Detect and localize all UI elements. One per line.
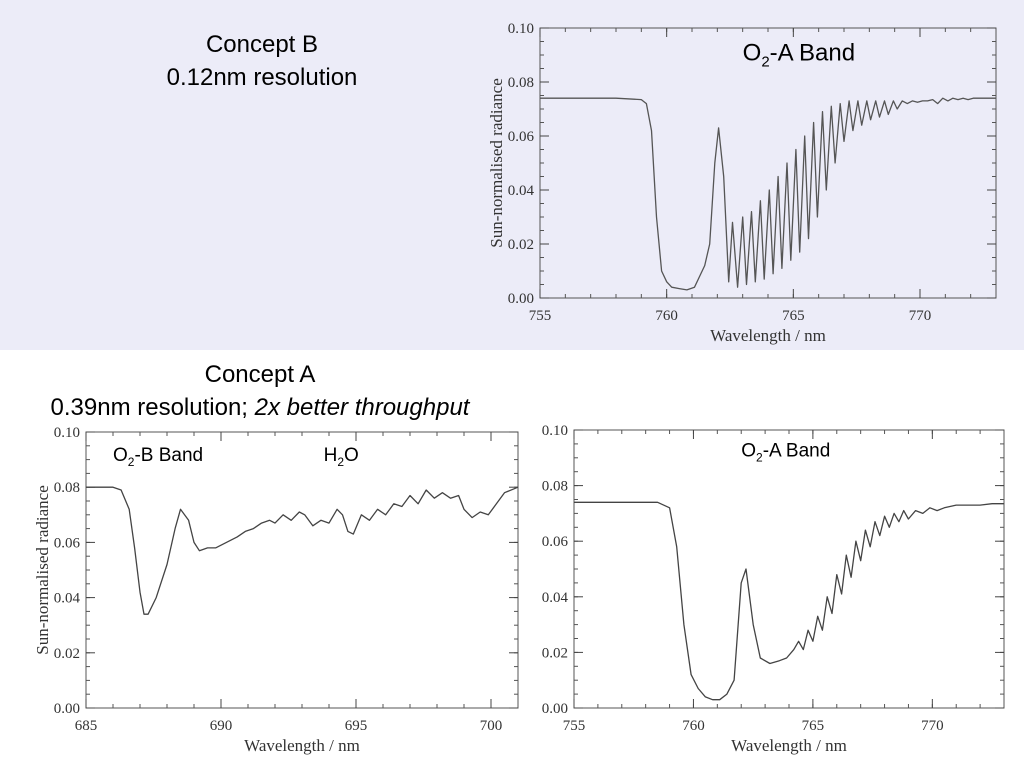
x-axis-label: Wavelength / nm (244, 736, 360, 755)
y-tick-label: 0.00 (542, 701, 568, 717)
plot-frame (85, 431, 519, 709)
y-tick-label: 0.04 (54, 591, 81, 607)
x-tick-label: 690 (210, 718, 233, 734)
x-tick-label: 765 (782, 308, 805, 324)
x-tick-label: 760 (655, 308, 678, 324)
band-annotation: H2O (324, 445, 359, 469)
y-tick-label: 0.08 (508, 75, 534, 91)
concept-a-heading: Concept A 0.39nm resolution; 2x better t… (0, 358, 520, 424)
x-tick-label: 760 (682, 718, 705, 734)
x-tick-label: 755 (563, 718, 586, 734)
y-tick-label: 0.10 (508, 21, 534, 37)
concept-b-resolution: 0.12nm resolution (166, 64, 358, 91)
concept-b-heading: Concept B 0.12nm resolution (112, 28, 412, 94)
concept-b-background (0, 0, 1024, 350)
y-tick-label: 0.10 (54, 425, 80, 441)
y-axis-label: Sun-normalised radiance (487, 78, 506, 247)
y-axis-label: Sun-normalised radiance (33, 485, 52, 654)
x-tick-label: 685 (75, 718, 98, 734)
x-tick-label: 700 (480, 718, 503, 734)
concept-a-resolution: 0.39nm resolution; (50, 394, 255, 421)
x-axis-label: Wavelength / nm (710, 326, 826, 345)
series-line (540, 97, 996, 291)
y-tick-label: 0.06 (508, 129, 535, 145)
chart-concept-a-o2a: 755 760 765 770 0.00 0.02 0.04 0.06 0.08 0.10 Wave… (522, 418, 1022, 768)
y-tick-label: 0.10 (542, 423, 568, 439)
x-tick-label: 770 (909, 308, 932, 324)
y-tick-label: 0.02 (54, 646, 80, 662)
x-tick-label: 695 (345, 718, 368, 734)
band-annotation: O2-B Band (113, 445, 203, 469)
y-tick-label: 0.06 (54, 535, 81, 551)
chart-concept-b-o2a-svg: 755 760 765 770 0.00 0.02 0.04 0.06 0.08 0.10 Wave… (487, 21, 997, 345)
y-tick-label: 0.04 (508, 183, 535, 199)
y-tick-label: 0.02 (508, 237, 534, 253)
y-tick-label: 0.08 (54, 480, 80, 496)
concept-a-resolution-line: 0.39nm resolution; 2x better throughput (0, 391, 520, 424)
concept-b-title: Concept B (205, 31, 319, 58)
y-tick-label: 0.08 (542, 479, 568, 495)
y-tick-label: 0.00 (508, 291, 534, 307)
y-tick-label: 0.06 (542, 534, 569, 550)
y-tick-label: 0.00 (54, 701, 80, 717)
y-tick-label: 0.02 (542, 645, 568, 661)
x-axis-label: Wavelength / nm (731, 736, 847, 755)
chart-concept-b-o2a: 755 760 765 770 0.00 0.02 0.04 0.06 0.08 0.10 Wave… (487, 20, 1010, 350)
y-tick-label: 0.04 (542, 590, 569, 606)
x-tick-label: 755 (529, 308, 552, 324)
series-line (574, 501, 1004, 701)
concept-a-throughput: 2x better throughput (254, 394, 470, 421)
chart-concept-a-o2a-svg: 755 760 765 770 0.00 0.02 0.04 0.06 0.08 0.10 Wave… (542, 423, 1005, 755)
x-tick-label: 770 (921, 718, 944, 734)
band-annotation: O2-A Band (743, 39, 855, 70)
plot-frame (573, 429, 1005, 709)
concept-a-title: Concept A (204, 361, 316, 388)
chart-concept-a-o2b: 685 690 695 700 0.00 0.02 0.04 0.06 0.08 0.10 Wave… (0, 420, 525, 768)
chart-concept-a-o2b-svg: 685 690 695 700 0.00 0.02 0.04 0.06 0.08 0.10 Wave… (33, 425, 519, 755)
band-annotation: O2-A Band (741, 440, 830, 464)
x-tick-label: 765 (802, 718, 825, 734)
series-line (86, 486, 519, 615)
